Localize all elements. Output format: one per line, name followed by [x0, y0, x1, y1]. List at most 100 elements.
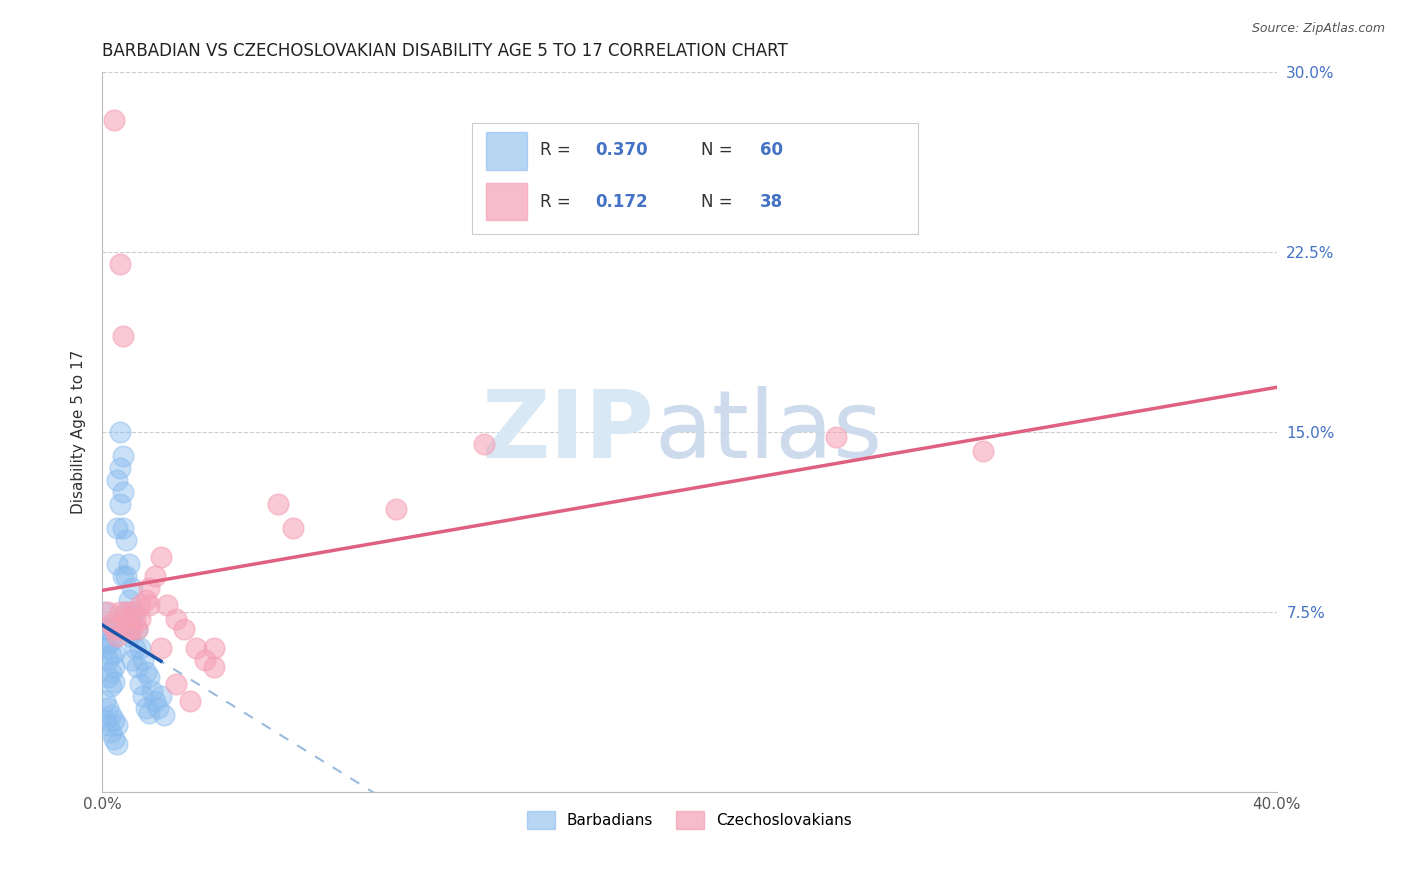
Point — [129, 641, 152, 656]
Point — [138, 581, 160, 595]
Point — [135, 665, 157, 679]
Legend: Barbadians, Czechoslovakians: Barbadians, Czechoslovakians — [522, 805, 858, 835]
Point — [385, 502, 408, 516]
Point — [138, 706, 160, 720]
Point — [100, 633, 122, 648]
Point — [149, 549, 172, 564]
Point — [132, 653, 155, 667]
FancyBboxPatch shape — [472, 123, 918, 235]
Text: Source: ZipAtlas.com: Source: ZipAtlas.com — [1251, 22, 1385, 36]
Point — [94, 694, 117, 708]
Point — [111, 569, 134, 583]
Point — [127, 622, 149, 636]
Point — [129, 598, 152, 612]
Point — [100, 680, 122, 694]
Point — [105, 473, 128, 487]
Text: 60: 60 — [759, 141, 783, 159]
Point — [111, 329, 134, 343]
Point — [111, 449, 134, 463]
Point — [138, 598, 160, 612]
Point — [165, 677, 187, 691]
Point — [179, 694, 201, 708]
Point — [103, 713, 125, 727]
Point — [100, 617, 122, 632]
Point — [111, 521, 134, 535]
Point — [121, 581, 143, 595]
Point — [146, 701, 169, 715]
Point — [117, 629, 139, 643]
Y-axis label: Disability Age 5 to 17: Disability Age 5 to 17 — [72, 350, 86, 515]
Point — [186, 641, 208, 656]
Point — [97, 622, 120, 636]
Point — [156, 598, 179, 612]
Point — [105, 557, 128, 571]
Point — [149, 641, 172, 656]
Point — [100, 665, 122, 679]
Bar — [486, 183, 527, 220]
Point — [143, 694, 166, 708]
Point — [173, 622, 195, 636]
Text: N =: N = — [702, 193, 738, 211]
Point — [97, 670, 120, 684]
Bar — [486, 132, 527, 169]
Point — [267, 497, 290, 511]
Point — [105, 629, 128, 643]
Point — [103, 674, 125, 689]
Point — [165, 612, 187, 626]
Point — [94, 641, 117, 656]
Point — [97, 701, 120, 715]
Point — [138, 670, 160, 684]
Point — [121, 617, 143, 632]
Point — [94, 622, 117, 636]
Point — [141, 684, 163, 698]
Point — [103, 113, 125, 128]
Point — [127, 622, 149, 636]
Text: R =: R = — [540, 193, 576, 211]
Point — [94, 605, 117, 619]
Point — [103, 646, 125, 660]
Text: 0.370: 0.370 — [595, 141, 648, 159]
Point — [114, 569, 136, 583]
Point — [108, 425, 131, 440]
Point — [124, 605, 146, 619]
Point — [114, 612, 136, 626]
Point — [114, 605, 136, 619]
Point — [103, 732, 125, 747]
Point — [114, 533, 136, 548]
Point — [108, 461, 131, 475]
Point — [100, 648, 122, 663]
Point — [114, 605, 136, 619]
Point — [103, 622, 125, 636]
Text: atlas: atlas — [654, 386, 883, 478]
Point — [153, 708, 176, 723]
Point — [94, 713, 117, 727]
Point — [108, 497, 131, 511]
Point — [281, 521, 304, 535]
Point — [132, 689, 155, 703]
Point — [127, 660, 149, 674]
Text: BARBADIAN VS CZECHOSLOVAKIAN DISABILITY AGE 5 TO 17 CORRELATION CHART: BARBADIAN VS CZECHOSLOVAKIAN DISABILITY … — [103, 42, 787, 60]
Point — [100, 725, 122, 739]
Text: N =: N = — [702, 141, 738, 159]
Point — [117, 622, 139, 636]
Point — [194, 653, 217, 667]
Point — [97, 718, 120, 732]
Point — [108, 605, 131, 619]
Point — [825, 430, 848, 444]
Point — [97, 653, 120, 667]
Point — [105, 718, 128, 732]
Point — [124, 641, 146, 656]
Point — [121, 622, 143, 636]
Point — [97, 605, 120, 619]
Point — [129, 612, 152, 626]
Point — [202, 660, 225, 674]
Point — [972, 444, 994, 458]
Point — [472, 437, 495, 451]
Point — [108, 257, 131, 271]
Point — [143, 569, 166, 583]
Text: R =: R = — [540, 141, 576, 159]
Point — [97, 636, 120, 650]
Text: 38: 38 — [759, 193, 783, 211]
Point — [135, 593, 157, 607]
Point — [121, 653, 143, 667]
